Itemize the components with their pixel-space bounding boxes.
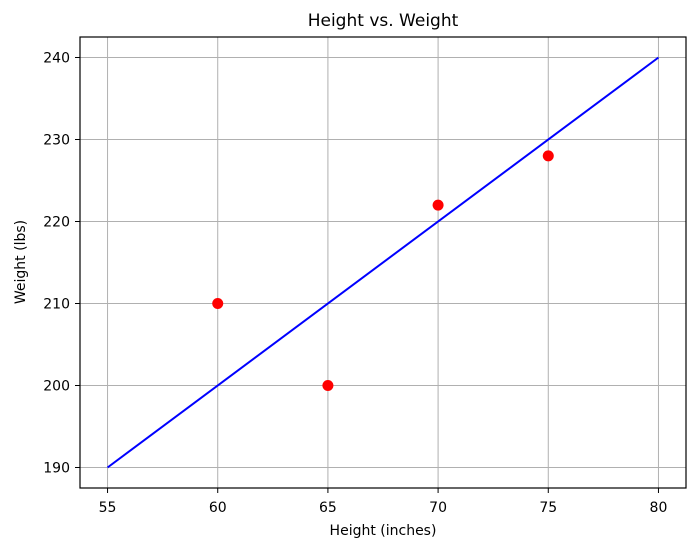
x-axis-label: Height (inches)	[330, 523, 437, 539]
fit-line-path	[106, 56, 660, 469]
data-point	[212, 298, 224, 309]
data-point	[432, 199, 444, 211]
x-tick-label: 80	[650, 500, 668, 516]
data-point	[322, 380, 334, 391]
x-tick-label: 65	[319, 500, 337, 516]
y-axis-ticks: 190 200 210 220 230 240	[43, 51, 80, 477]
y-tick-label: 220	[43, 215, 70, 231]
y-tick-label: 240	[43, 51, 70, 67]
y-tick-label: 230	[43, 133, 70, 149]
y-tick-label: 210	[43, 297, 70, 313]
data-points	[212, 150, 554, 391]
data-point	[542, 150, 554, 162]
x-axis-ticks: 55 60 65 70 75 80	[99, 488, 668, 516]
fit-line	[106, 56, 660, 469]
y-tick-label: 190	[43, 461, 70, 477]
grid	[80, 37, 686, 488]
y-tick-label: 200	[43, 379, 70, 395]
x-tick-label: 60	[209, 500, 227, 516]
x-tick-label: 55	[99, 500, 117, 516]
x-tick-label: 75	[539, 500, 557, 516]
chart-title: Height vs. Weight	[308, 11, 459, 31]
y-axis-label: Weight (lbs)	[13, 220, 29, 304]
plot-frame	[79, 36, 687, 489]
x-tick-label: 70	[429, 500, 447, 516]
